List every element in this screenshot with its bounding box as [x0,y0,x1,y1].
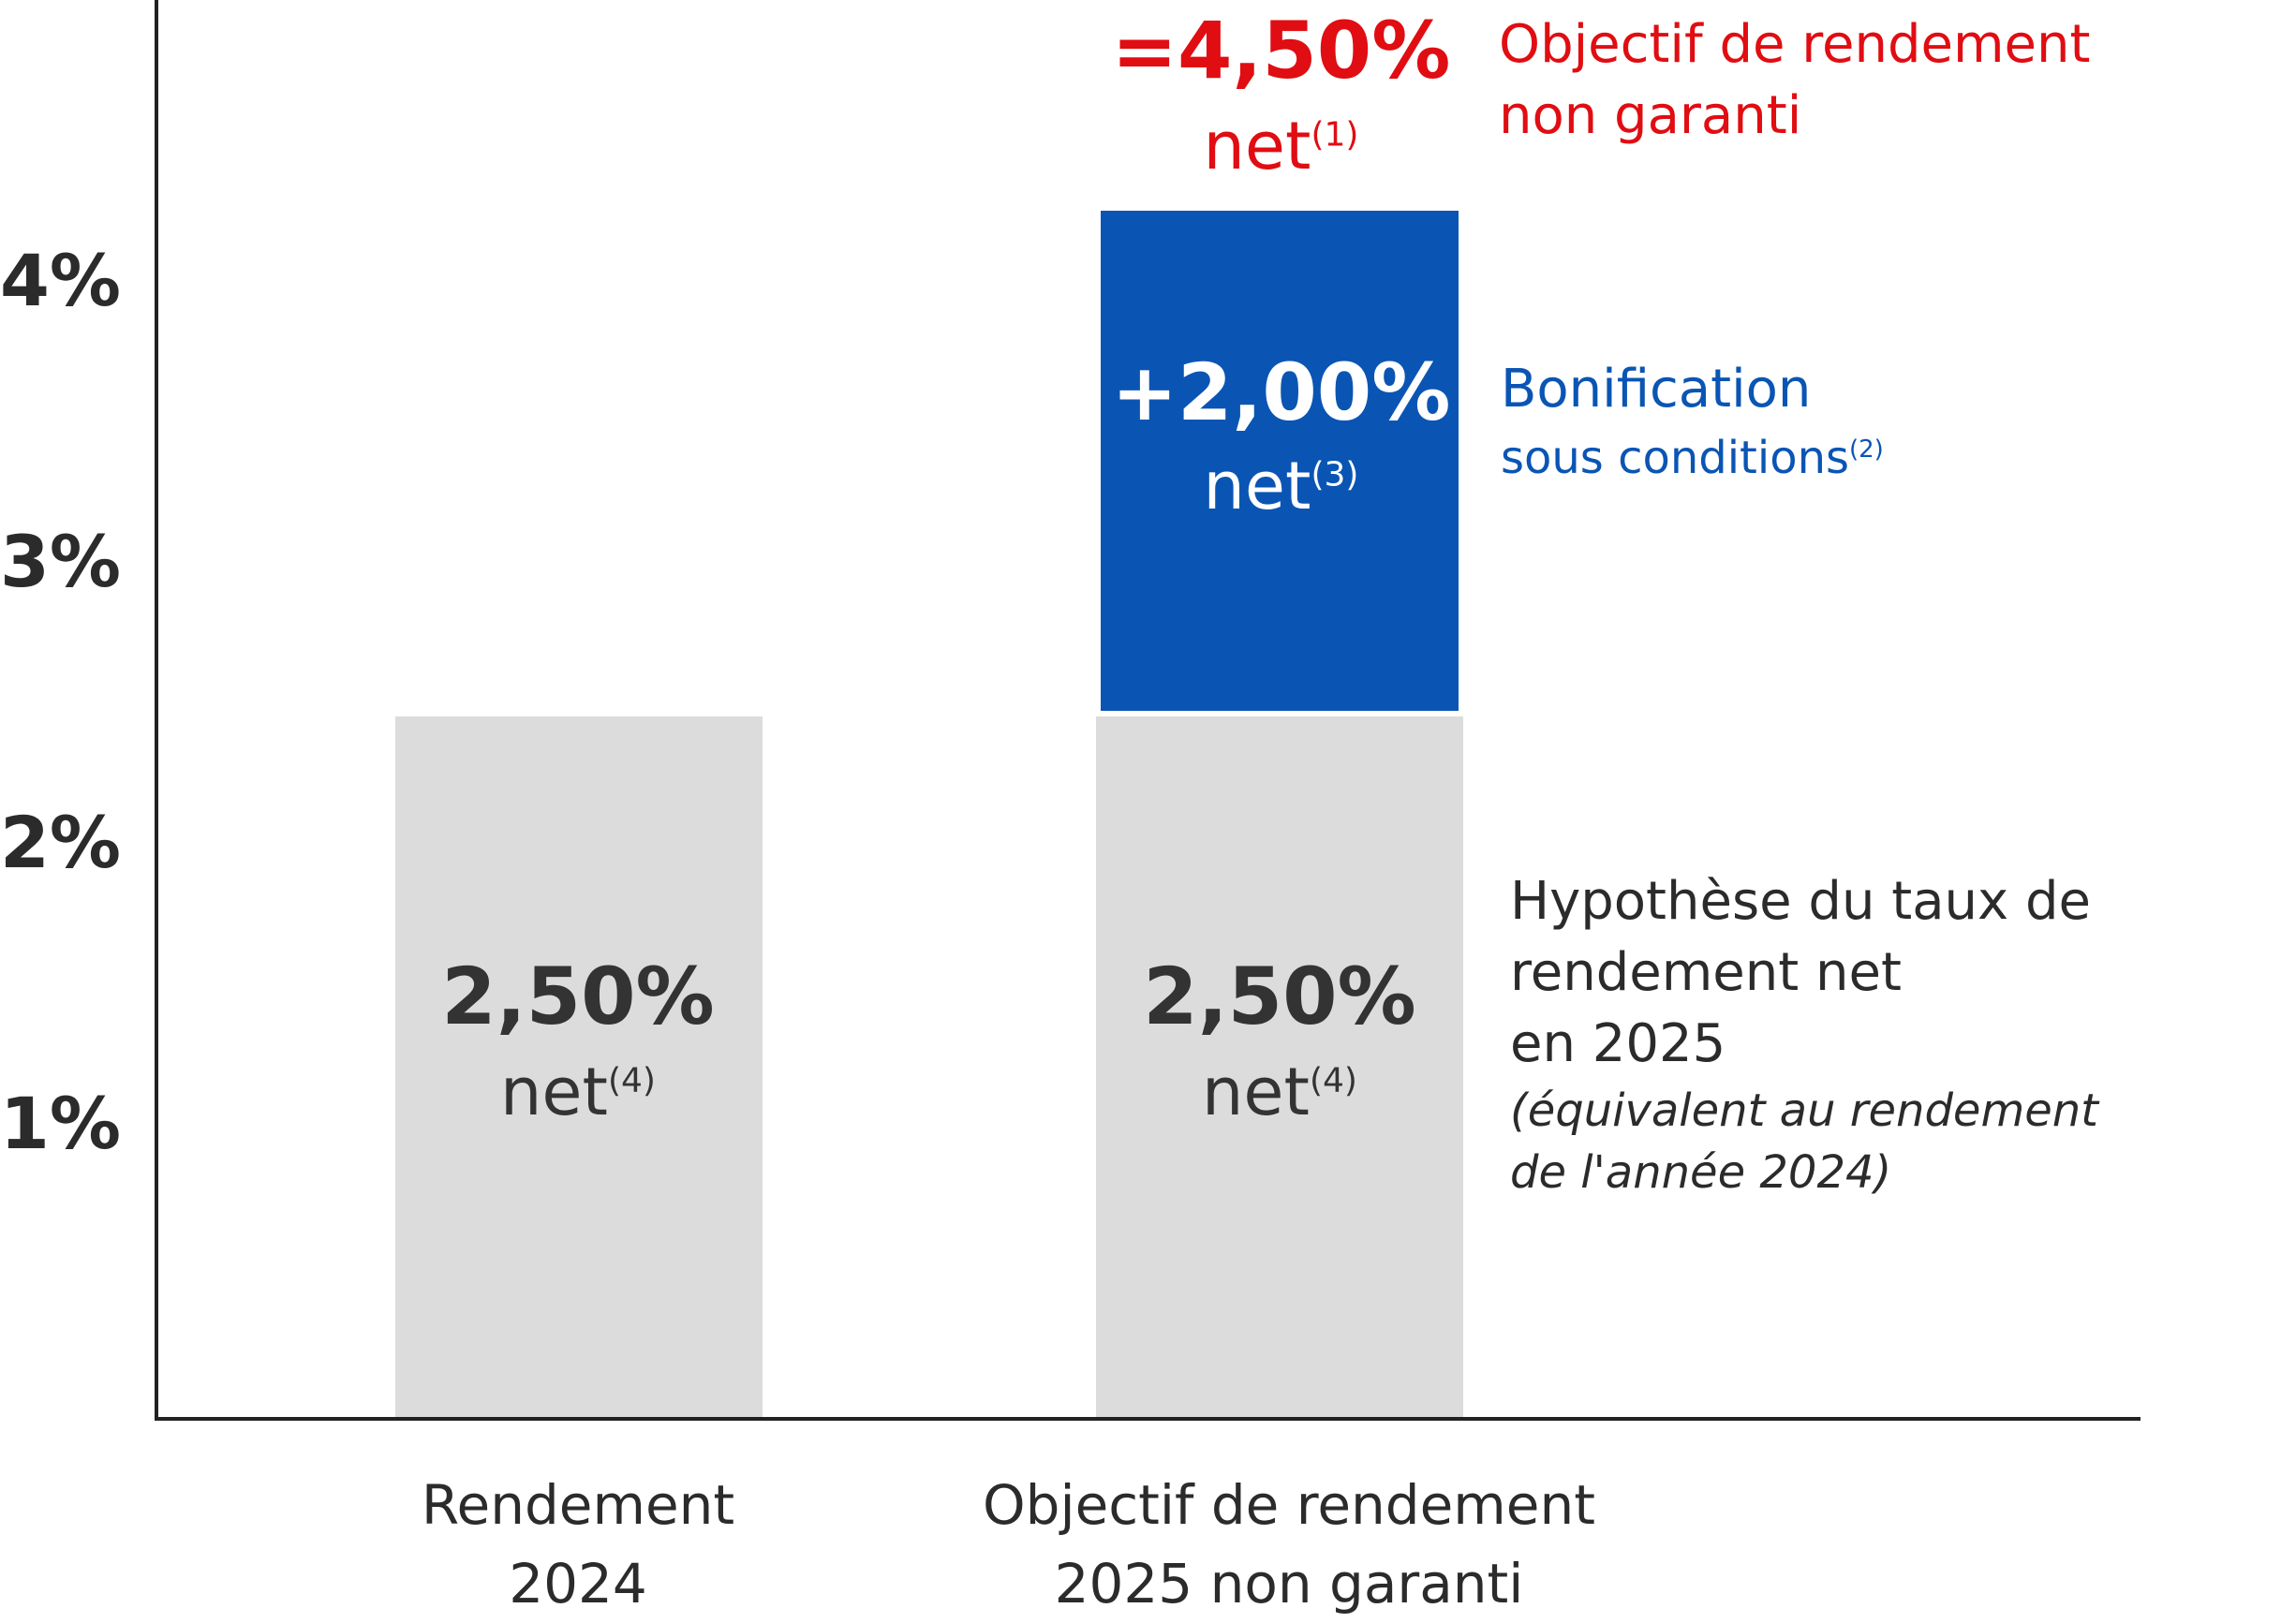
total-annotation: Objectif de rendement non garanti [1499,9,2090,152]
bar-value-label: 2,50% [441,951,715,1042]
total-value-label: =4,50% [1111,5,1451,96]
annotation-line: Hypothèse du taux de [1510,871,2091,932]
bonus-value-label: +2,00% [1111,347,1451,438]
footnote-marker: (4) [1309,1061,1357,1100]
bar-value-label: 2,50% [1143,951,1416,1042]
subtitle-text: sous conditions [1501,432,1849,484]
bonus-annotation: Bonification sous conditions(2) [1501,354,1884,491]
y-tick-label: 2% [0,801,122,884]
bar-base [395,716,763,1419]
base-annotation: Hypothèse du taux de rendement net en 20… [1510,866,2098,1203]
total-net-label: net(1) [1101,108,1461,184]
category-line: 2024 [509,1552,647,1616]
bonus-net-label: net(3) [1101,448,1461,524]
category-line: Objectif de rendement [982,1473,1595,1537]
y-tick-label: 1% [0,1082,122,1165]
net-text: net [500,1054,608,1130]
net-text: net [1203,108,1311,184]
net-text: net [1202,1054,1310,1130]
annotation-italic-line: (équivalent au rendement [1510,1084,2098,1137]
y-tick-label: 4% [0,239,122,322]
category-line: 2025 non garanti [1054,1552,1524,1616]
category-line: Rendement [421,1473,735,1537]
bar-bonus [1101,211,1459,711]
y-tick-label: 3% [0,520,122,603]
annotation-italic-line: de l'année 2024) [1510,1146,1892,1199]
annotation-line: rendement net [1510,942,1902,1003]
annotation-line: en 2025 [1510,1013,1726,1074]
footnote-marker: (2) [1849,435,1884,464]
x-category-label: Rendement 2024 [330,1466,826,1623]
footnote-marker: (3) [1311,455,1359,494]
net-text: net [1203,448,1311,524]
bar-net-label: net(4) [395,1054,761,1130]
annotation-line: non garanti [1499,85,1802,146]
x-category-label: Objectif de rendement 2025 non garanti [961,1466,1617,1623]
bonus-title: Bonification [1501,359,1812,420]
bar-net-label: net(4) [1096,1054,1463,1130]
annotation-line: Objectif de rendement [1499,14,2091,75]
footnote-marker: (4) [607,1061,656,1100]
bar-base [1096,716,1463,1419]
bonus-subtitle: sous conditions(2) [1501,425,1884,491]
footnote-marker: (1) [1311,115,1359,155]
